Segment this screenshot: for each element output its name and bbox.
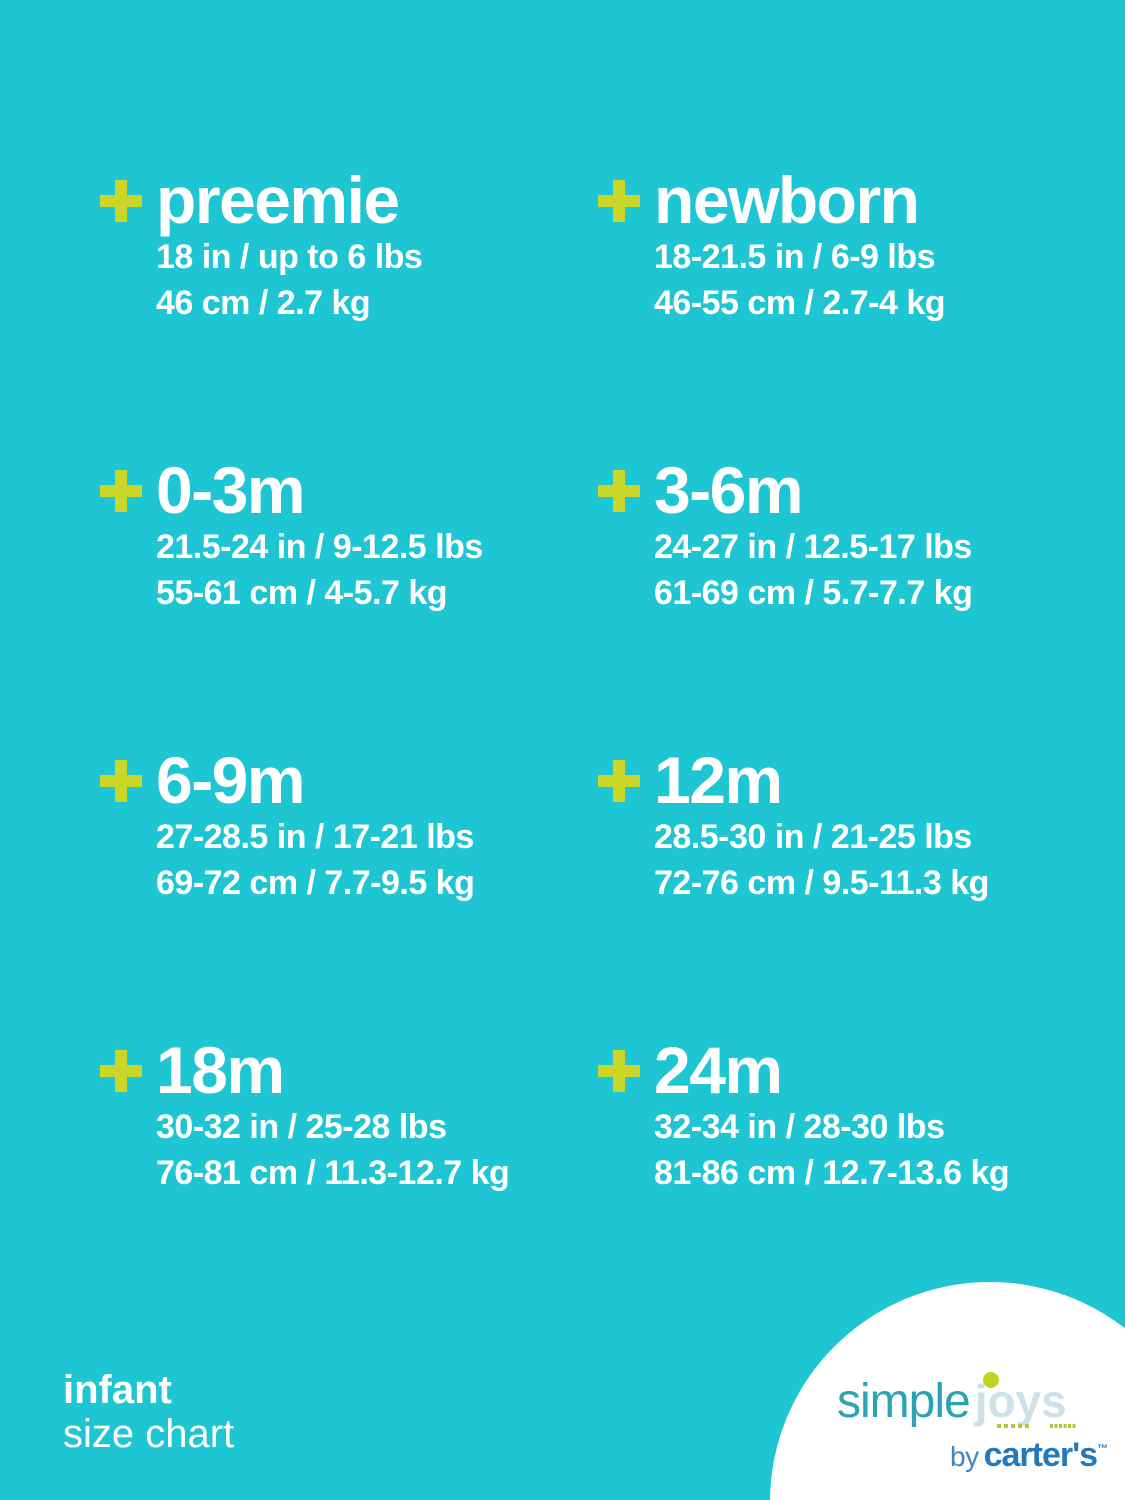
size-metric: 61-69 cm / 5.7-7.7 kg [654,574,973,612]
size-imperial: 18 in / up to 6 lbs [156,238,423,276]
size-label: 6-9m [156,743,306,817]
plus-icon [598,1050,640,1092]
size-metric: 69-72 cm / 7.7-9.5 kg [156,864,475,902]
chart-title-line2: size chart [63,1412,235,1456]
size-card-0-3m: 0-3m 21.5-24 in / 9-12.5 lbs 55-61 cm / … [100,456,598,746]
plus-icon [100,1050,142,1092]
size-metric: 76-81 cm / 11.3-12.7 kg [156,1154,510,1192]
plus-icon [598,180,640,222]
plus-icon [100,470,142,512]
size-imperial: 30-32 in / 25-28 lbs [156,1108,447,1146]
dots-underline-icon [1050,1424,1077,1428]
size-metric: 46-55 cm / 2.7-4 kg [654,284,946,322]
size-label: 18m [156,1033,285,1107]
size-label: 24m [654,1033,783,1107]
size-grid: preemie 18 in / up to 6 lbs 46 cm / 2.7 … [100,166,1040,1326]
size-imperial: 28.5-30 in / 21-25 lbs [654,818,972,856]
logo-by-text: by [950,1441,979,1472]
plus-icon [598,470,640,512]
plus-icon [598,760,640,802]
size-card-12m: 12m 28.5-30 in / 21-25 lbs 72-76 cm / 9.… [598,746,1040,1036]
size-label: newborn [654,163,920,237]
plus-icon [100,180,142,222]
brand-logo-byline: by carter's™ [950,1432,1108,1479]
size-card-18m: 18m 30-32 in / 25-28 lbs 76-81 cm / 11.3… [100,1036,598,1326]
size-card-24m: 24m 32-34 in / 28-30 lbs 81-86 cm / 12.7… [598,1036,1040,1326]
brand-logo-wordmark: simple joys [837,1372,1077,1437]
plus-icon [100,760,142,802]
size-card-3-6m: 3-6m 24-27 in / 12.5-17 lbs 61-69 cm / 5… [598,456,1040,746]
trademark-symbol: ™ [1097,1443,1109,1455]
size-card-preemie: preemie 18 in / up to 6 lbs 46 cm / 2.7 … [100,166,598,456]
size-label: 3-6m [654,453,804,527]
size-metric: 55-61 cm / 4-5.7 kg [156,574,448,612]
size-metric: 81-86 cm / 12.7-13.6 kg [654,1154,1010,1192]
size-metric: 46 cm / 2.7 kg [156,284,371,322]
size-card-newborn: newborn 18-21.5 in / 6-9 lbs 46-55 cm / … [598,166,1040,456]
size-imperial: 18-21.5 in / 6-9 lbs [654,238,936,276]
size-imperial: 24-27 in / 12.5-17 lbs [654,528,972,566]
logo-simple-text: simple [837,1375,971,1428]
chart-title-line1: infant [63,1368,172,1412]
size-card-6-9m: 6-9m 27-28.5 in / 17-21 lbs 69-72 cm / 7… [100,746,598,1036]
chart-title: infant size chart [63,1368,234,1456]
size-imperial: 27-28.5 in / 17-21 lbs [156,818,474,856]
size-label: 0-3m [156,453,306,527]
joys-dot-icon [983,1372,999,1388]
size-imperial: 32-34 in / 28-30 lbs [654,1108,945,1146]
logo-carters-text: carter's [983,1436,1099,1474]
size-label: 12m [654,743,783,817]
dots-underline-icon [997,1424,1031,1428]
size-imperial: 21.5-24 in / 9-12.5 lbs [156,528,483,566]
size-label: preemie [156,163,400,237]
size-metric: 72-76 cm / 9.5-11.3 kg [654,864,989,902]
